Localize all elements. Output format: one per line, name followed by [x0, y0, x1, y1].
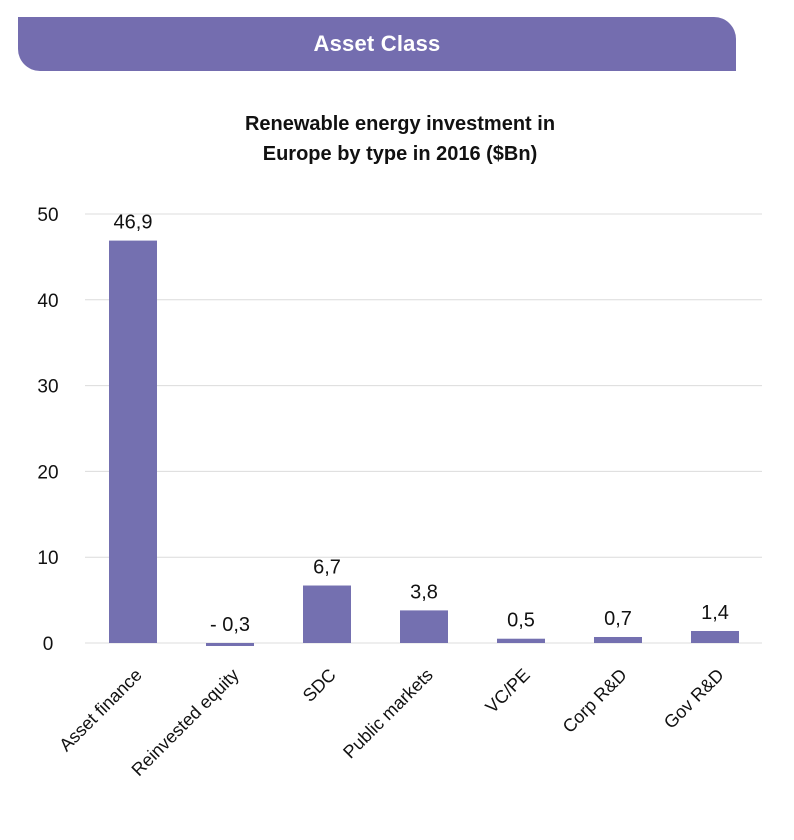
data-label: 46,9: [114, 212, 153, 234]
category-label: Reinvested equity: [128, 665, 243, 780]
bar: [400, 610, 448, 643]
y-tick-label: 10: [37, 548, 58, 569]
y-tick-label: 50: [37, 205, 58, 226]
y-tick-label: 20: [37, 462, 58, 483]
data-label: 0,5: [507, 610, 535, 632]
bar: [206, 643, 254, 646]
bar: [691, 630, 739, 643]
category-label: Asset finance: [55, 665, 146, 756]
y-tick-label: 0: [43, 634, 54, 655]
bars: [109, 240, 739, 646]
data-label: - 0,3: [210, 614, 250, 636]
bar: [303, 585, 351, 643]
category-label: Public markets: [339, 665, 437, 763]
chart-title-line-2: Europe by type in 2016 ($Bn): [263, 143, 538, 165]
gridlines: [85, 213, 762, 644]
data-labels: 46,9 - 0,3 6,7 3,8 0,5 0,7 1,4: [114, 212, 729, 636]
data-label: 0,7: [604, 608, 632, 630]
data-label: 3,8: [410, 581, 438, 603]
bar: [497, 638, 545, 643]
category-label: Corp R&D: [559, 665, 631, 737]
section-title: Asset Class: [313, 31, 441, 56]
y-tick-label: 30: [37, 377, 58, 398]
category-label: VC/PE: [481, 665, 533, 717]
y-axis-ticks: 0 10 20 30 40 50: [37, 205, 58, 655]
data-label: 1,4: [701, 602, 729, 624]
chart-title-line-1: Renewable energy investment in: [245, 113, 555, 135]
data-label: 6,7: [313, 557, 341, 579]
bar: [109, 240, 157, 643]
section-header: Asset Class: [18, 17, 736, 71]
bar: [594, 636, 642, 643]
category-label: SDC: [299, 665, 340, 706]
y-tick-label: 40: [37, 291, 58, 312]
category-label: Gov R&D: [660, 665, 728, 733]
